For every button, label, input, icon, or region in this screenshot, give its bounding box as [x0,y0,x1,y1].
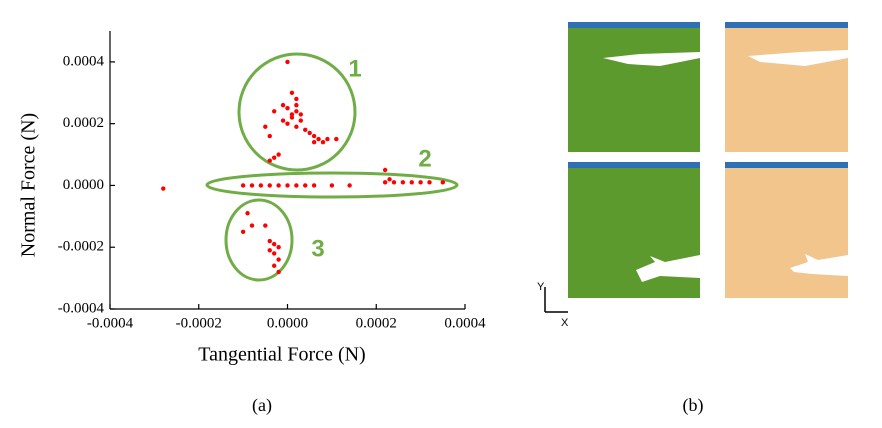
x-tick-label: -0.0002 [176,315,222,331]
panel-orange [725,22,848,152]
cluster-ellipse [237,52,357,172]
annotation: 3 [311,235,324,262]
x-axis-title: Tangential Force (N) [198,344,365,366]
point [440,180,446,185]
point [400,180,406,185]
point [303,127,308,133]
crack [748,50,848,66]
panel-green [568,22,700,152]
top-bar [725,22,848,28]
point [249,183,255,188]
point [294,102,299,108]
point [298,112,304,117]
point [285,121,290,126]
point [240,229,246,234]
panel-green [568,162,700,298]
axis-indicator: Y [537,281,545,293]
top-bar [568,22,700,28]
point [240,183,246,188]
x-tick-label: 0.0004 [444,315,486,331]
point [245,211,250,216]
y-tick-label: 0.0004 [63,53,105,69]
annotation: 1 [348,55,361,82]
simulation-panels: Y X [537,22,848,329]
point [271,155,277,160]
point [307,130,312,136]
y-axis-title: Normal Force (N) [18,113,40,257]
panel-label: (a) [252,395,272,416]
point [289,115,295,120]
point [276,257,281,262]
point [271,251,277,256]
point [267,238,272,244]
point [249,223,255,228]
point [285,106,290,111]
annotation: 2 [418,145,431,172]
point [382,180,388,185]
axis-indicator: X [561,317,569,329]
y-tick-label: -0.0002 [58,239,104,255]
point [267,248,272,253]
crack [636,255,700,282]
point [276,245,281,250]
point [267,183,272,188]
y-tick-label: 0.0002 [63,115,104,131]
point [285,59,290,65]
panel-label: (b) [683,395,704,416]
point [276,152,281,157]
point [280,118,286,123]
point [347,183,352,188]
crack [603,52,700,66]
point [294,183,299,188]
point [285,183,290,188]
cluster-ellipse [224,198,294,282]
point [161,186,166,191]
point [334,136,339,142]
crack [790,254,848,276]
point [320,140,326,145]
point [409,180,414,185]
point [311,133,317,139]
point [267,133,272,139]
x-tick-label: -0.0004 [87,315,134,331]
top-bar [568,162,700,168]
point [427,180,432,185]
point [298,118,304,123]
point [325,136,330,142]
top-bar [725,162,848,168]
point [303,183,308,188]
y-tick-label: -0.0004 [58,300,105,316]
point [382,167,388,173]
point [271,263,277,268]
point [289,112,295,117]
point [271,109,277,114]
point [258,183,264,188]
point [391,180,397,185]
point [271,241,277,247]
point [294,124,299,129]
point [311,140,317,145]
point [294,109,299,114]
x-tick-label: 0.0002 [356,315,397,331]
point [280,102,286,108]
panel-orange [725,162,848,298]
point [329,183,335,188]
y-tick-label: 0.0000 [63,177,104,193]
point [276,183,281,188]
point [267,158,272,163]
point [276,269,281,275]
point [263,124,268,129]
point [263,223,268,228]
point [387,177,392,182]
point [294,96,299,102]
cluster-ellipse [205,171,459,199]
point [316,136,321,142]
point [418,180,423,185]
x-tick-label: 0.0000 [267,315,308,331]
point [289,90,295,95]
point [311,183,317,188]
